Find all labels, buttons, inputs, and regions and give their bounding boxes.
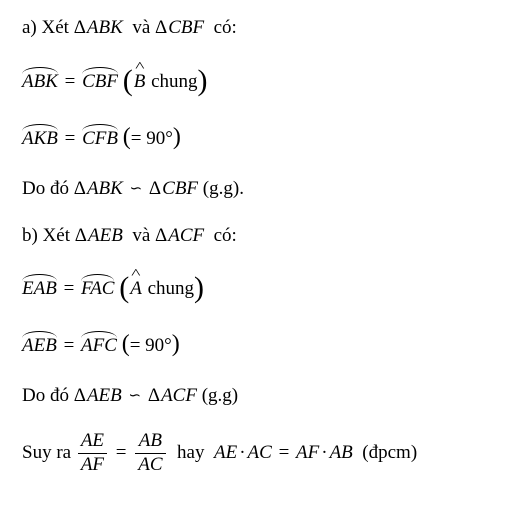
fraction-ab-ac: AB AC xyxy=(135,431,165,476)
line-a-intro: a) Xét ΔABK và ΔCBF có: xyxy=(22,16,496,41)
equals: = xyxy=(65,128,76,149)
numerator: AB xyxy=(135,431,165,454)
angle-fac: FAC xyxy=(81,277,114,302)
angle-akb: AKB xyxy=(22,127,58,152)
tri-acf: ACF xyxy=(161,385,197,406)
line-b-conclusion: Do đó ΔAEB ∽ ΔACF (g.g) xyxy=(22,384,496,409)
denominator: AC xyxy=(135,454,165,476)
line-a-conclusion: Do đó ΔABK ∽ ΔCBF (g.g). xyxy=(22,177,496,202)
equals: = xyxy=(279,442,290,463)
line-a-eq1: ABK = CBF (B chung) xyxy=(22,63,496,102)
tri-aeb: AEB xyxy=(88,225,123,246)
label-b: b) xyxy=(22,225,38,246)
line-b-intro: b) Xét ΔAEB và ΔACF có: xyxy=(22,224,496,249)
lparen-icon: ( xyxy=(123,122,131,153)
rparen-icon: ) xyxy=(198,61,208,100)
equals: = xyxy=(64,335,75,356)
line-a-eq2: AKB = CFB (= 90°) xyxy=(22,124,496,155)
triangle-symbol: Δ xyxy=(74,177,86,202)
line-final: Suy ra AE AF = AB AC hay AE·AC = AF·AB (… xyxy=(22,431,496,476)
period: . xyxy=(239,178,244,199)
qed: (đpcm) xyxy=(362,442,417,463)
term-af: AF xyxy=(296,442,319,463)
fraction-ae-af: AE AF xyxy=(78,431,107,476)
equals: = xyxy=(64,278,75,299)
numerator: AE xyxy=(78,431,107,454)
triangle-symbol: Δ xyxy=(155,224,167,249)
text: Do đó xyxy=(22,178,69,199)
text: có: xyxy=(214,17,237,38)
equals: = xyxy=(65,71,76,92)
reason-gg: (g.g) xyxy=(202,385,238,406)
angle-eab: EAB xyxy=(22,277,57,302)
triangle-symbol: Δ xyxy=(155,16,167,41)
triangle-symbol: Δ xyxy=(75,224,87,249)
tri-aeb: AEB xyxy=(87,385,122,406)
tri-acf: ACF xyxy=(168,225,204,246)
note-chung: chung xyxy=(148,278,194,299)
text-suy-ra: Suy ra xyxy=(22,442,71,463)
similar-symbol: ∽ xyxy=(130,179,143,199)
text: Do đó xyxy=(22,385,69,406)
text: Xét xyxy=(43,225,70,246)
text-hay: hay xyxy=(177,442,204,463)
term-ae: AE xyxy=(214,442,237,463)
angle-cbf: CBF xyxy=(82,70,118,95)
rparen-icon: ) xyxy=(172,329,180,360)
tri-abk: ABK xyxy=(87,17,123,38)
val-90: = 90° xyxy=(131,128,173,149)
line-b-eq1: EAB = FAC (A chung) xyxy=(22,270,496,309)
tri-cbf: CBF xyxy=(162,178,198,199)
rparen-icon: ) xyxy=(173,122,181,153)
angle-cfb: CFB xyxy=(82,127,118,152)
triangle-symbol: Δ xyxy=(148,384,160,409)
tri-cbf: CBF xyxy=(168,17,204,38)
denominator: AF xyxy=(78,454,107,476)
similar-symbol: ∽ xyxy=(129,386,142,406)
text: và xyxy=(132,225,150,246)
lparen-icon: ( xyxy=(122,329,130,360)
tri-abk: ABK xyxy=(87,178,123,199)
angle-a: A xyxy=(129,277,143,302)
label-a: a) xyxy=(22,17,37,38)
angle-b: B xyxy=(133,70,147,95)
text: Xét xyxy=(42,17,69,38)
note-chung: chung xyxy=(151,71,197,92)
triangle-symbol: Δ xyxy=(74,384,86,409)
reason-gg: (g.g) xyxy=(203,178,239,199)
term-ac: AC xyxy=(248,442,272,463)
line-b-eq2: AEB = AFC (= 90°) xyxy=(22,331,496,362)
triangle-symbol: Δ xyxy=(74,16,86,41)
equals: = xyxy=(116,442,127,463)
text: và xyxy=(132,17,150,38)
rparen-icon: ) xyxy=(194,268,204,307)
dot-symbol: · xyxy=(321,442,327,463)
angle-afc: AFC xyxy=(81,334,117,359)
angle-abk: ABK xyxy=(22,70,58,95)
triangle-symbol: Δ xyxy=(149,177,161,202)
dot-symbol: · xyxy=(239,442,245,463)
val-90: = 90° xyxy=(130,335,172,356)
angle-aeb: AEB xyxy=(22,334,57,359)
text: có: xyxy=(214,225,237,246)
term-ab: AB xyxy=(330,442,353,463)
